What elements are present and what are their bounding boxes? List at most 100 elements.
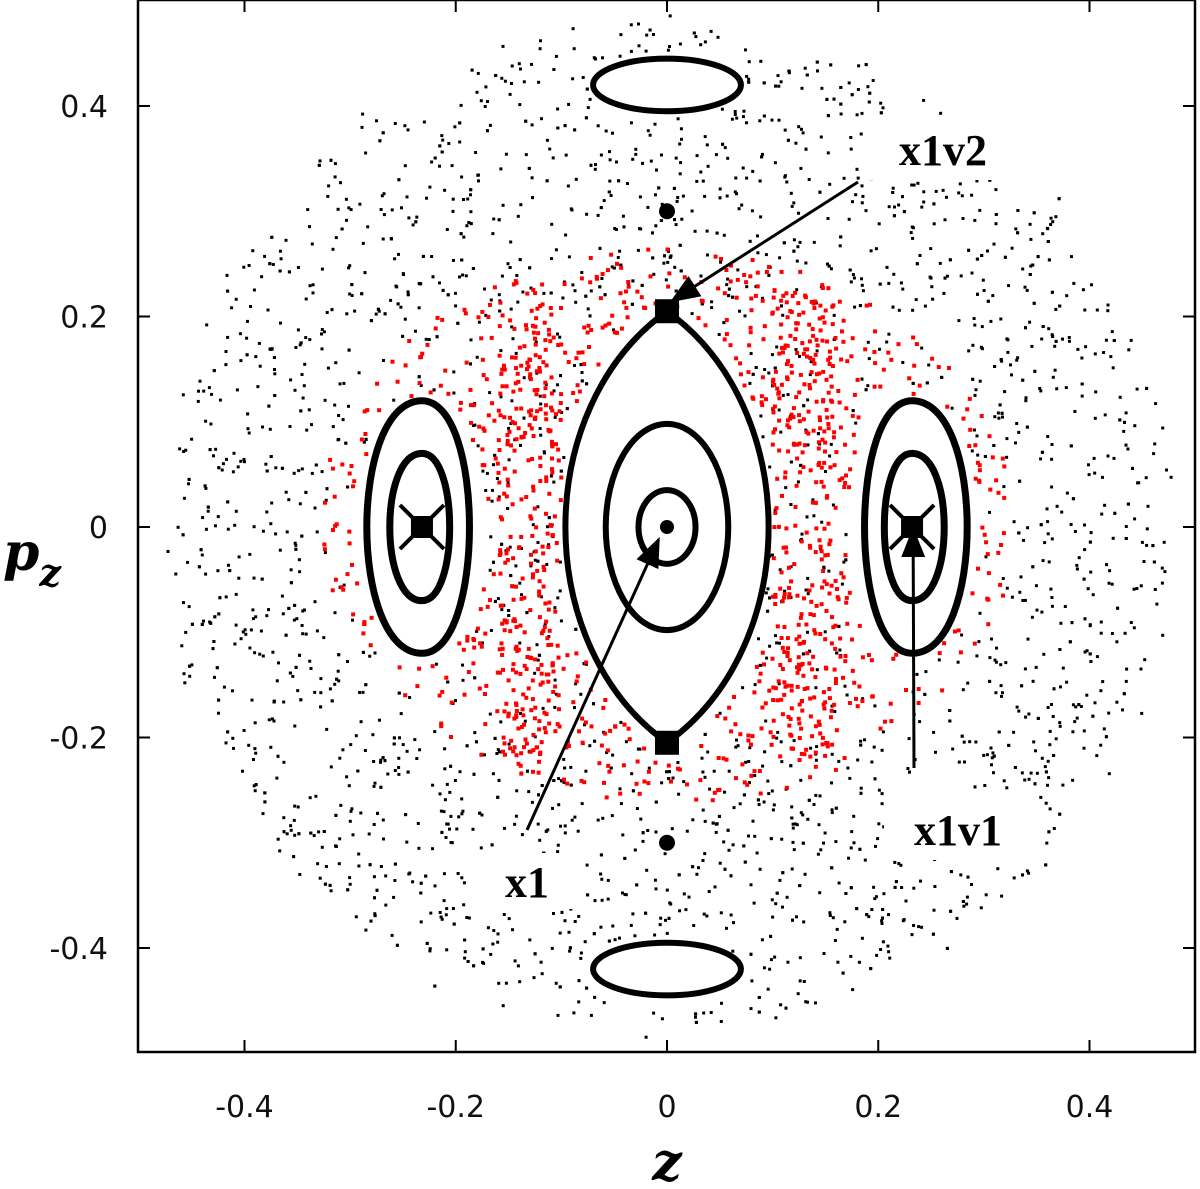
chaotic-point-red <box>471 637 476 641</box>
chaotic-point-red <box>511 688 516 693</box>
chaotic-point <box>697 866 700 870</box>
chaotic-point <box>491 488 494 492</box>
chaotic-point <box>845 693 849 697</box>
chaotic-point <box>486 129 489 133</box>
chaotic-point <box>1000 411 1004 415</box>
chaotic-point <box>1145 527 1149 531</box>
chaotic-point <box>826 217 830 220</box>
chaotic-point <box>618 936 621 940</box>
chaotic-point <box>778 878 782 882</box>
chaotic-point <box>274 532 278 536</box>
chaotic-point <box>654 830 658 834</box>
chaotic-point <box>867 100 871 104</box>
chaotic-point <box>1132 587 1136 591</box>
chaotic-point <box>1110 582 1114 586</box>
chaotic-point <box>934 189 938 193</box>
chaotic-point <box>658 923 662 927</box>
chaotic-point <box>823 630 827 634</box>
chaotic-point <box>503 79 507 83</box>
chaotic-point <box>406 290 410 294</box>
chaotic-point-red <box>574 399 579 404</box>
chaotic-point <box>1135 387 1139 391</box>
chaotic-point-red <box>779 322 784 327</box>
chaotic-point-red <box>813 550 818 555</box>
chaotic-point <box>873 897 877 901</box>
chaotic-point <box>645 868 649 872</box>
chaotic-point <box>978 208 982 212</box>
chaotic-point <box>780 760 784 764</box>
chaotic-point <box>1002 485 1006 489</box>
chaotic-point <box>419 881 423 885</box>
chaotic-point-red <box>817 538 822 543</box>
chaotic-point <box>206 509 210 513</box>
chaotic-point <box>357 371 361 375</box>
chaotic-point <box>771 353 774 357</box>
chaotic-point <box>652 33 655 36</box>
chaotic-point-red <box>500 621 505 626</box>
chaotic-point <box>980 254 984 257</box>
chaotic-point-red <box>508 415 512 420</box>
chaotic-point-red <box>537 579 542 584</box>
chaotic-point <box>983 784 987 787</box>
chaotic-point <box>214 447 218 451</box>
chaotic-point <box>399 712 403 716</box>
chaotic-point <box>310 471 314 475</box>
chaotic-point <box>769 934 773 938</box>
chaotic-point-red <box>819 479 824 484</box>
chaotic-point <box>539 433 543 437</box>
chaotic-point <box>1050 443 1054 446</box>
chaotic-point <box>722 840 726 844</box>
chaotic-point <box>888 956 892 960</box>
chaotic-point <box>880 748 884 752</box>
chaotic-point <box>573 815 577 819</box>
chaotic-point <box>707 890 711 893</box>
chaotic-point-red <box>817 415 822 420</box>
chaotic-point-red <box>486 496 491 501</box>
chaotic-point-red <box>506 678 511 683</box>
chaotic-point-red <box>615 261 619 266</box>
chaotic-point-red <box>479 752 484 757</box>
annotation-label: x1v1 <box>914 806 1002 855</box>
chaotic-point-red <box>809 370 814 375</box>
chaotic-point <box>317 830 321 834</box>
chaotic-point <box>1080 382 1084 386</box>
chaotic-point <box>344 441 348 445</box>
chaotic-point-red <box>810 500 815 505</box>
chaotic-point <box>980 325 984 329</box>
chaotic-point-red <box>834 346 839 351</box>
chaotic-point <box>815 668 819 672</box>
chaotic-point <box>619 263 623 267</box>
chaotic-point <box>441 138 445 142</box>
chaotic-point <box>278 849 282 853</box>
chaotic-point <box>279 321 282 325</box>
chaotic-point <box>881 730 885 734</box>
chaotic-point-red <box>744 280 749 285</box>
chaotic-point <box>261 812 265 816</box>
chaotic-point <box>1152 452 1156 456</box>
chaotic-point <box>438 911 442 914</box>
chaotic-point-red <box>537 727 542 732</box>
chaotic-point <box>763 368 767 371</box>
chaotic-point <box>1102 351 1106 354</box>
chaotic-point-red <box>648 274 653 279</box>
chaotic-point-red <box>536 331 541 336</box>
chaotic-point <box>694 1020 698 1024</box>
chaotic-point <box>550 946 554 950</box>
chaotic-point <box>530 62 533 66</box>
chaotic-point <box>893 885 897 889</box>
island-curve <box>363 397 473 657</box>
chaotic-point-red <box>826 357 831 362</box>
chaotic-point-red <box>508 746 513 751</box>
chaotic-point <box>492 929 496 932</box>
chaotic-point <box>660 781 664 785</box>
chaotic-point-red <box>808 468 813 473</box>
chaotic-point-red <box>775 306 780 311</box>
chaotic-point-red <box>483 631 488 636</box>
chaotic-point <box>246 412 250 416</box>
chaotic-point <box>405 840 409 844</box>
chaotic-point-red <box>341 587 346 592</box>
chaotic-point <box>311 283 315 287</box>
chaotic-point-red <box>553 609 558 614</box>
chaotic-point <box>975 179 979 183</box>
chaotic-point-red <box>546 679 551 684</box>
